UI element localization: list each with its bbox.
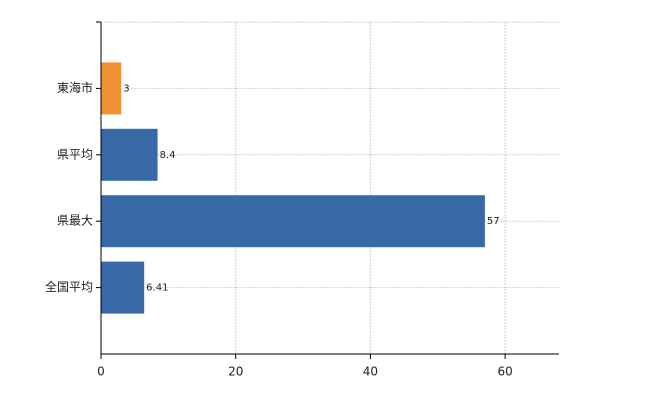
bar xyxy=(101,62,122,115)
x-tick-label: 20 xyxy=(228,365,243,379)
y-tick-label: 県平均 xyxy=(57,147,93,161)
value-label: 6.41 xyxy=(146,283,168,294)
value-label: 8.4 xyxy=(160,150,176,161)
bar xyxy=(101,261,145,314)
value-label: 3 xyxy=(123,83,129,94)
y-tick-label: 東海市 xyxy=(57,80,93,95)
bar xyxy=(101,128,158,181)
x-tick-label: 60 xyxy=(497,365,512,379)
x-tick-label: 0 xyxy=(97,365,105,379)
y-tick-label: 全国平均 xyxy=(45,279,93,294)
value-label: 57 xyxy=(487,216,500,227)
x-tick-label: 40 xyxy=(363,365,378,379)
y-tick-label: 県最大 xyxy=(57,214,93,228)
bar xyxy=(101,195,485,248)
